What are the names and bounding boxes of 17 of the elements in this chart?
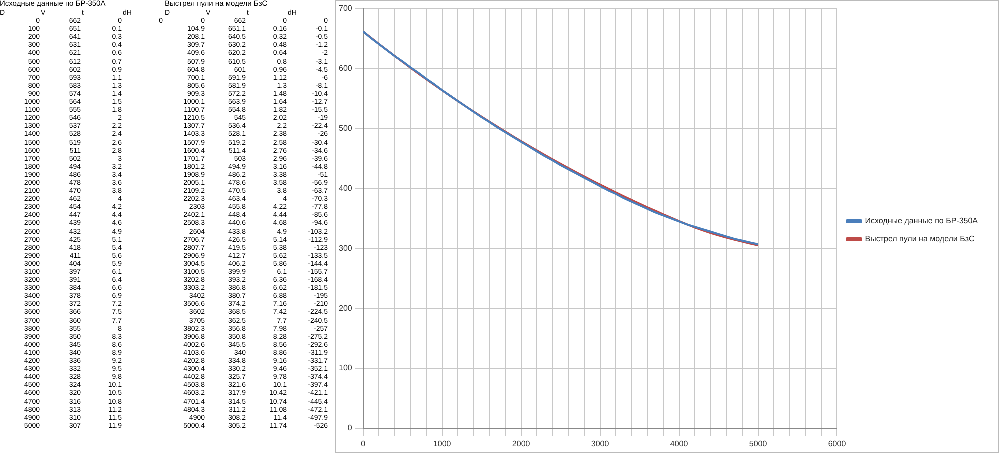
y-tick-label: 400 [338, 184, 353, 193]
x-tick-label: 1000 [433, 439, 452, 448]
legend-label: Исходные данные по БР-350А [865, 216, 979, 226]
x-tick-label: 3000 [591, 439, 610, 448]
y-tick-label: 600 [338, 64, 353, 74]
x-tick-label: 0 [361, 439, 366, 448]
y-tick-label: 200 [338, 304, 353, 313]
legend-label: Выстрел пули на модели БзС [865, 234, 976, 244]
y-tick-label: 0 [348, 424, 353, 433]
x-tick-label: 6000 [828, 439, 847, 448]
y-tick-label: 700 [338, 4, 353, 14]
y-tick-label: 100 [338, 364, 353, 373]
x-tick-label: 4000 [670, 439, 689, 448]
x-tick-label: 5000 [749, 439, 768, 448]
y-tick-label: 300 [338, 244, 353, 253]
x-tick-label: 2000 [512, 439, 531, 448]
y-tick-label: 500 [338, 124, 353, 134]
